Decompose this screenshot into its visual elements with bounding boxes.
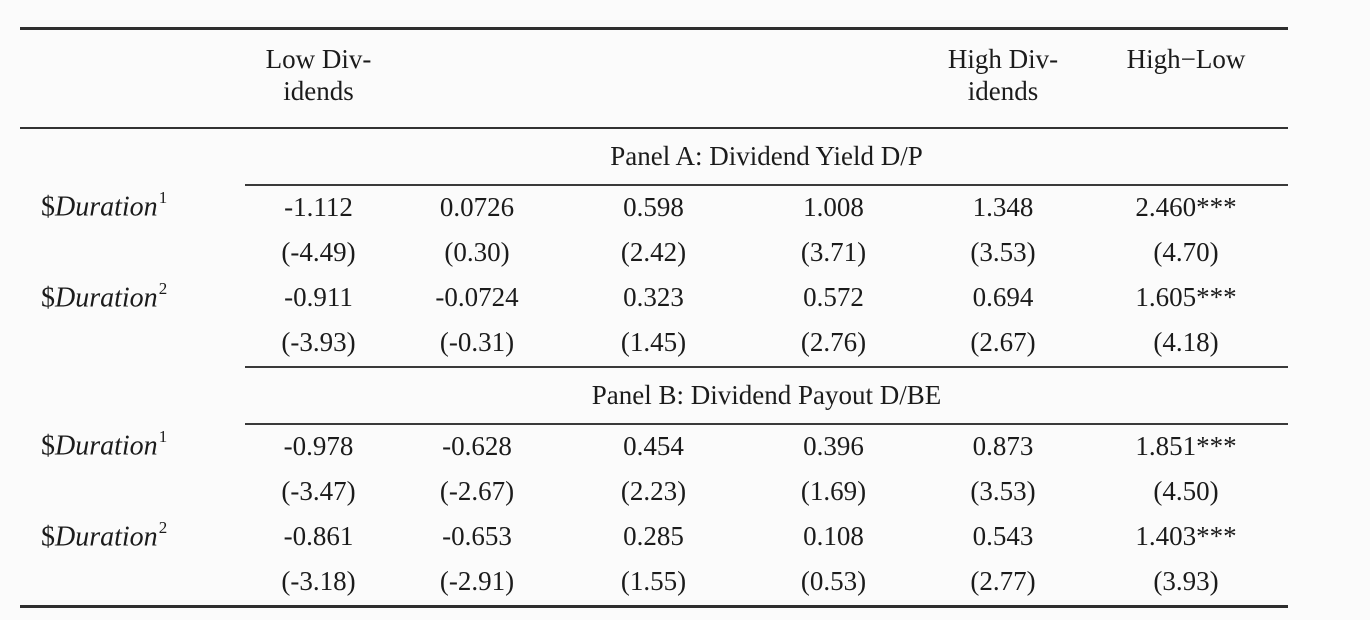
tstat-cell: (-3.93): [245, 319, 392, 368]
tstat-cell: (-4.49): [281, 237, 356, 267]
tstat-cell: (2.23): [620, 476, 687, 506]
coef-cell: 0.598: [623, 192, 684, 222]
row-label-empty: [20, 558, 245, 607]
coef-cell: 0.454: [623, 431, 684, 461]
tstat-cell: (2.67): [922, 319, 1084, 368]
table-row: $Duration1 -1.112 0.0726 0.598 1.008 1.3…: [20, 185, 1288, 229]
column-header-low-dividends: Low Div- idends: [245, 28, 392, 129]
coef-cell: 1.605***: [1135, 282, 1237, 312]
table-row: $Duration2 -0.861 -0.653 0.285 0.108 0.5…: [20, 515, 1288, 558]
column-header-high-minus-low: High−Low: [1084, 28, 1288, 129]
row-label-word: Duration: [55, 282, 158, 314]
coef-cell: -0.911: [284, 282, 353, 312]
table-row-tstats: (-3.18) (-2.91) (1.55) (0.53) (2.77) (3.…: [20, 558, 1288, 607]
coef-cell: 1.403***: [1135, 521, 1237, 551]
column-header-empty: [392, 28, 562, 129]
row-label-superscript: 2: [158, 278, 168, 298]
tstat-cell: (2.76): [745, 319, 922, 368]
tstat-cell: (4.70): [1153, 237, 1219, 267]
coef-cell: 0.694: [972, 282, 1034, 312]
coef-cell: 0.108: [803, 521, 864, 551]
tstat-cell: (-2.91): [439, 566, 515, 596]
row-label-prefix: $: [41, 430, 55, 462]
coef-cell: 0.0726: [439, 192, 515, 222]
column-header-high-dividends: High Div- idends: [922, 28, 1084, 129]
table-row: $Duration2 -0.911 -0.0724 0.323 0.572 0.…: [20, 276, 1288, 319]
column-header-empty: [562, 28, 745, 129]
panel-b-title: Panel B: Dividend Payout D/BE: [245, 367, 1288, 425]
panel-title-spacer: [20, 128, 245, 185]
column-header-row: Low Div- idends High Div- idends High−Lo…: [20, 28, 1288, 129]
column-header-line: High−Low: [1126, 44, 1246, 74]
coef-cell: 0.543: [972, 521, 1034, 551]
coef-cell: -0.628: [442, 431, 512, 461]
tstat-cell: (4.50): [1153, 476, 1219, 506]
row-label-prefix: $: [41, 282, 55, 314]
row-label-empty: [20, 319, 245, 367]
tstat-cell: (3.93): [1153, 566, 1219, 596]
table-row-tstats: (-3.93) (-0.31) (1.45) (2.76) (2.67) (4.…: [20, 319, 1288, 368]
dividend-duration-results-table: Low Div- idends High Div- idends High−Lo…: [20, 27, 1288, 608]
tstat-cell: (-3.18): [281, 566, 356, 596]
column-header-line: High Div-: [947, 44, 1059, 74]
coef-cell: 0.323: [623, 282, 684, 312]
row-label-word: Duration: [55, 521, 158, 553]
panel-a-title-row: Panel A: Dividend Yield D/P: [20, 128, 1288, 186]
tstat-cell: (-3.47): [281, 476, 356, 506]
row-label-empty: [20, 468, 245, 515]
coef-cell: 0.285: [623, 521, 684, 551]
column-header-line: idends: [283, 76, 354, 106]
column-header-line: Low Div-: [265, 44, 372, 74]
coef-cell: 1.851***: [1135, 431, 1237, 461]
tstat-cell: (3.53): [970, 476, 1036, 506]
coef-cell: 0.572: [803, 282, 864, 312]
coef-cell: -0.653: [442, 521, 512, 551]
panel-a-title: Panel A: Dividend Yield D/P: [245, 128, 1288, 186]
tstat-cell: (0.53): [800, 566, 867, 596]
tstat-cell: (2.77): [970, 566, 1036, 596]
row-label-word: Duration: [55, 191, 158, 223]
row-label: $Duration1: [20, 424, 245, 468]
row-label-empty: [20, 229, 245, 276]
tstat-cell: (3.71): [800, 237, 867, 267]
coef-cell: 1.348: [972, 192, 1034, 222]
coef-cell: -0.978: [283, 431, 354, 461]
tstat-cell: (-0.31): [392, 319, 562, 368]
tstat-cell: (2.42): [620, 237, 687, 267]
coef-cell: 1.008: [803, 192, 864, 222]
tstat-cell: (0.30): [444, 237, 510, 267]
row-label: $Duration2: [20, 276, 245, 319]
coef-cell: 0.396: [803, 431, 864, 461]
row-label: $Duration2: [20, 515, 245, 558]
row-label-prefix: $: [41, 191, 55, 223]
row-label: $Duration1: [20, 185, 245, 229]
coef-cell: -0.861: [283, 521, 354, 551]
tstat-cell: (3.53): [970, 237, 1036, 267]
tstat-cell: (-2.67): [439, 476, 515, 506]
table-row-tstats: (-4.49) (0.30) (2.42) (3.71) (3.53) (4.7…: [20, 229, 1288, 276]
row-label-superscript: 1: [158, 427, 168, 447]
panel-title-spacer: [20, 367, 245, 424]
column-header-line: idends: [967, 76, 1039, 106]
coef-cell: 2.460***: [1135, 192, 1237, 222]
tstat-cell: (1.55): [620, 566, 687, 596]
row-label-prefix: $: [41, 521, 55, 553]
coef-cell: 0.873: [972, 431, 1034, 461]
coef-cell: -0.0724: [435, 282, 519, 312]
row-label-superscript: 1: [158, 188, 168, 208]
tstat-cell: (1.69): [800, 476, 867, 506]
row-label-word: Duration: [55, 430, 158, 462]
table-row-tstats: (-3.47) (-2.67) (2.23) (1.69) (3.53) (4.…: [20, 468, 1288, 515]
row-label-header-empty: [20, 28, 245, 129]
row-label-superscript: 2: [158, 517, 168, 537]
tstat-cell: (1.45): [562, 319, 745, 368]
table-row: $Duration1 -0.978 -0.628 0.454 0.396 0.8…: [20, 424, 1288, 468]
panel-b-title-row: Panel B: Dividend Payout D/BE: [20, 367, 1288, 425]
column-header-empty: [745, 28, 922, 129]
coef-cell: -1.112: [284, 192, 353, 222]
tstat-cell: (4.18): [1084, 319, 1288, 368]
